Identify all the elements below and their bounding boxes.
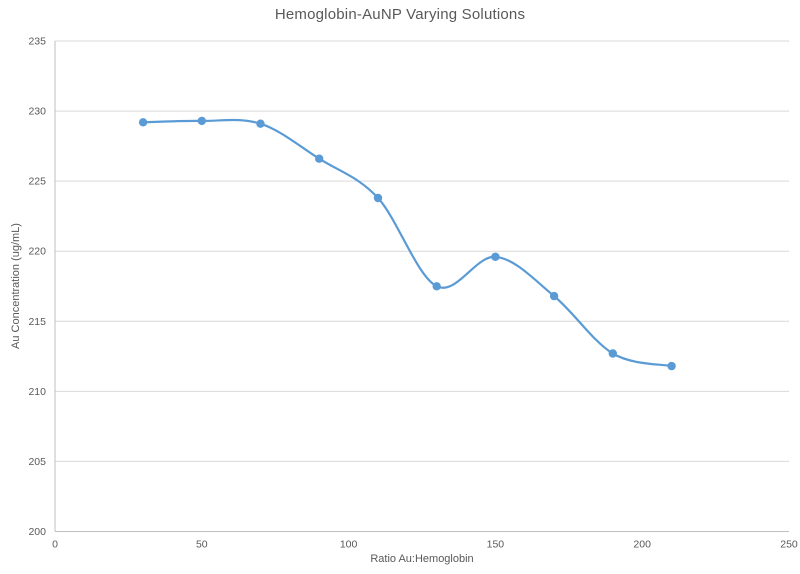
y-tick-label: 200 [28, 526, 46, 538]
x-tick-label: 0 [52, 539, 58, 551]
data-point-marker [491, 252, 500, 261]
y-tick-label: 225 [28, 176, 46, 188]
x-tick-label: 250 [780, 539, 798, 551]
y-tick-label: 235 [28, 36, 46, 48]
data-point-marker [432, 282, 441, 291]
y-tick-label: 210 [28, 386, 46, 398]
y-tick-label: 230 [28, 106, 46, 118]
y-tick-label: 220 [28, 246, 46, 258]
x-tick-label: 150 [487, 539, 505, 551]
data-point-marker [315, 154, 324, 163]
data-point-marker [549, 291, 559, 301]
data-point-marker [197, 116, 206, 126]
data-point-marker [667, 361, 676, 371]
x-axis-title: Ratio Au:Hemoglobin [370, 553, 474, 565]
line-series-path [142, 118, 673, 368]
chart-title: Hemoglobin-AuNP Varying Solutions [274, 6, 526, 23]
data-point-marker [256, 119, 265, 128]
data-point-marker [138, 118, 148, 127]
y-tick-label: 215 [28, 316, 46, 328]
x-tick-label: 100 [340, 539, 358, 551]
data-point-marker [608, 349, 617, 358]
x-tick-label: 50 [196, 539, 208, 551]
y-tick-label: 205 [28, 456, 46, 468]
data-point-marker [373, 193, 383, 203]
x-tick-label: 200 [633, 539, 651, 551]
